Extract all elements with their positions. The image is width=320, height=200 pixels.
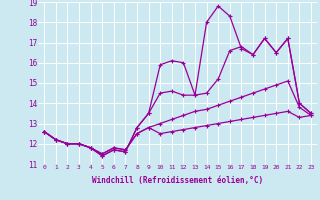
- X-axis label: Windchill (Refroidissement éolien,°C): Windchill (Refroidissement éolien,°C): [92, 176, 263, 185]
